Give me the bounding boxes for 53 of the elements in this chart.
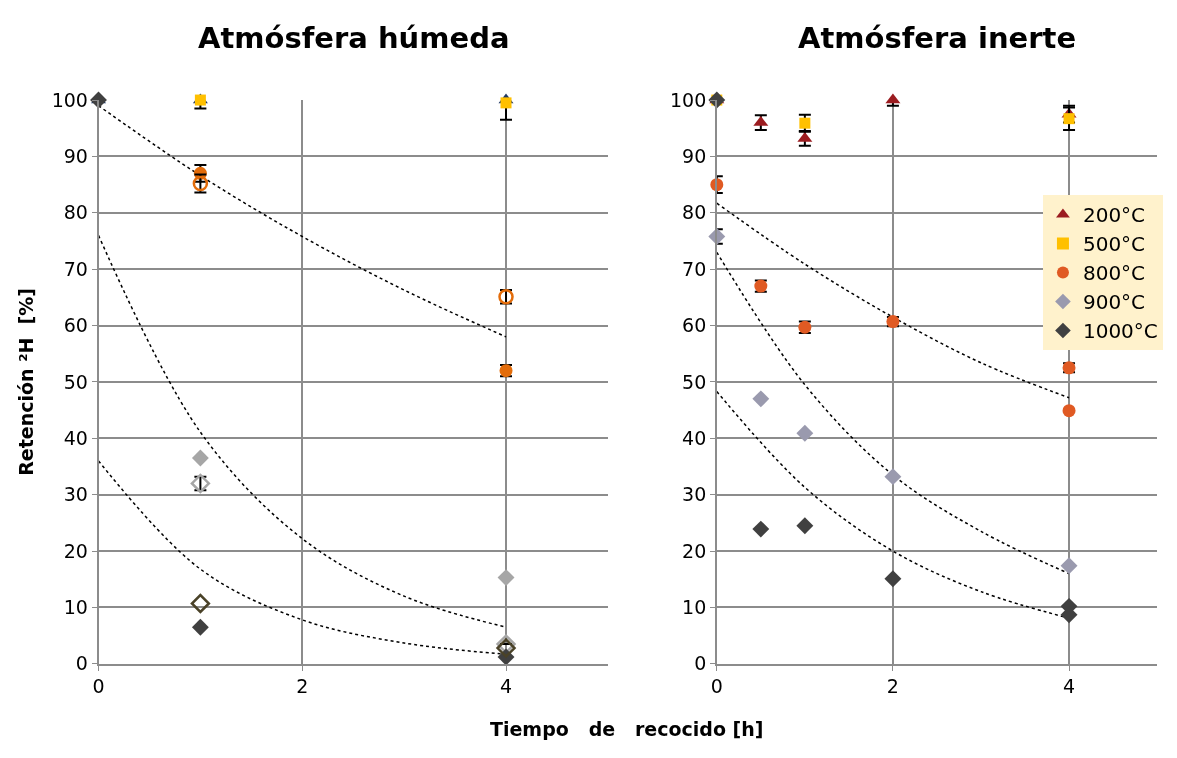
x-tick-label: 2: [886, 675, 899, 698]
x-tick-label: 2: [296, 675, 309, 698]
chart-title: Atmósfera inerte: [798, 21, 1077, 55]
x-tick-label: 0: [92, 675, 105, 698]
legend-label: 800°C: [1082, 261, 1146, 286]
y-tick-label: 60: [682, 314, 707, 337]
y-tick-label: 10: [63, 596, 88, 619]
x-tick-label: 4: [1062, 675, 1076, 698]
y-tick-label: 20: [63, 539, 88, 562]
y-tick-label: 70: [682, 257, 707, 280]
x-axis-title: Tiempo de recocido [h]: [490, 718, 764, 740]
point: [500, 97, 512, 109]
y-tick-label: 10: [682, 596, 707, 619]
point: [884, 468, 902, 486]
point: [1060, 557, 1078, 575]
y-tick-label: 90: [682, 145, 707, 168]
legend-label: 900°C: [1082, 290, 1146, 315]
y-tick-label: 20: [682, 539, 707, 562]
point: [190, 593, 211, 614]
y-tick-label: 70: [63, 257, 88, 280]
point: [752, 390, 770, 408]
y-tick-label: 0: [75, 652, 88, 675]
legend-label: 200°C: [1082, 203, 1146, 228]
point: [752, 520, 770, 538]
y-tick-label: 0: [694, 652, 707, 675]
legend-label: 500°C: [1082, 232, 1146, 257]
y-tick-label: 40: [682, 426, 707, 449]
y-tick-label: 100: [51, 88, 88, 111]
point: [708, 228, 726, 245]
y-tick-label: 60: [63, 314, 88, 337]
y-tick-label: 40: [63, 426, 88, 449]
y-tick-label: 100: [669, 88, 707, 111]
point: [497, 569, 515, 587]
point: [191, 618, 209, 636]
y-tick-label: 50: [63, 370, 88, 393]
x-tick-label: 4: [499, 675, 513, 698]
point: [1063, 113, 1075, 125]
y-tick-label: 30: [63, 483, 88, 506]
line-series: [716, 202, 1070, 399]
legend-label: 1000°C: [1082, 319, 1158, 344]
point: [796, 517, 814, 535]
chart-title: Atmósfera húmeda: [198, 21, 510, 55]
point: [796, 424, 814, 442]
point: [1062, 404, 1076, 418]
y-axis-title: Retención ²H [%]: [14, 288, 37, 476]
y-tick-label: 80: [63, 201, 88, 224]
point: [191, 449, 209, 467]
y-tick-label: 90: [63, 145, 88, 168]
y-tick-label: 80: [682, 201, 707, 224]
y-tick-label: 50: [682, 370, 707, 393]
x-tick-label: 0: [710, 675, 723, 698]
y-tick-label: 30: [682, 483, 707, 506]
point: [884, 570, 902, 588]
